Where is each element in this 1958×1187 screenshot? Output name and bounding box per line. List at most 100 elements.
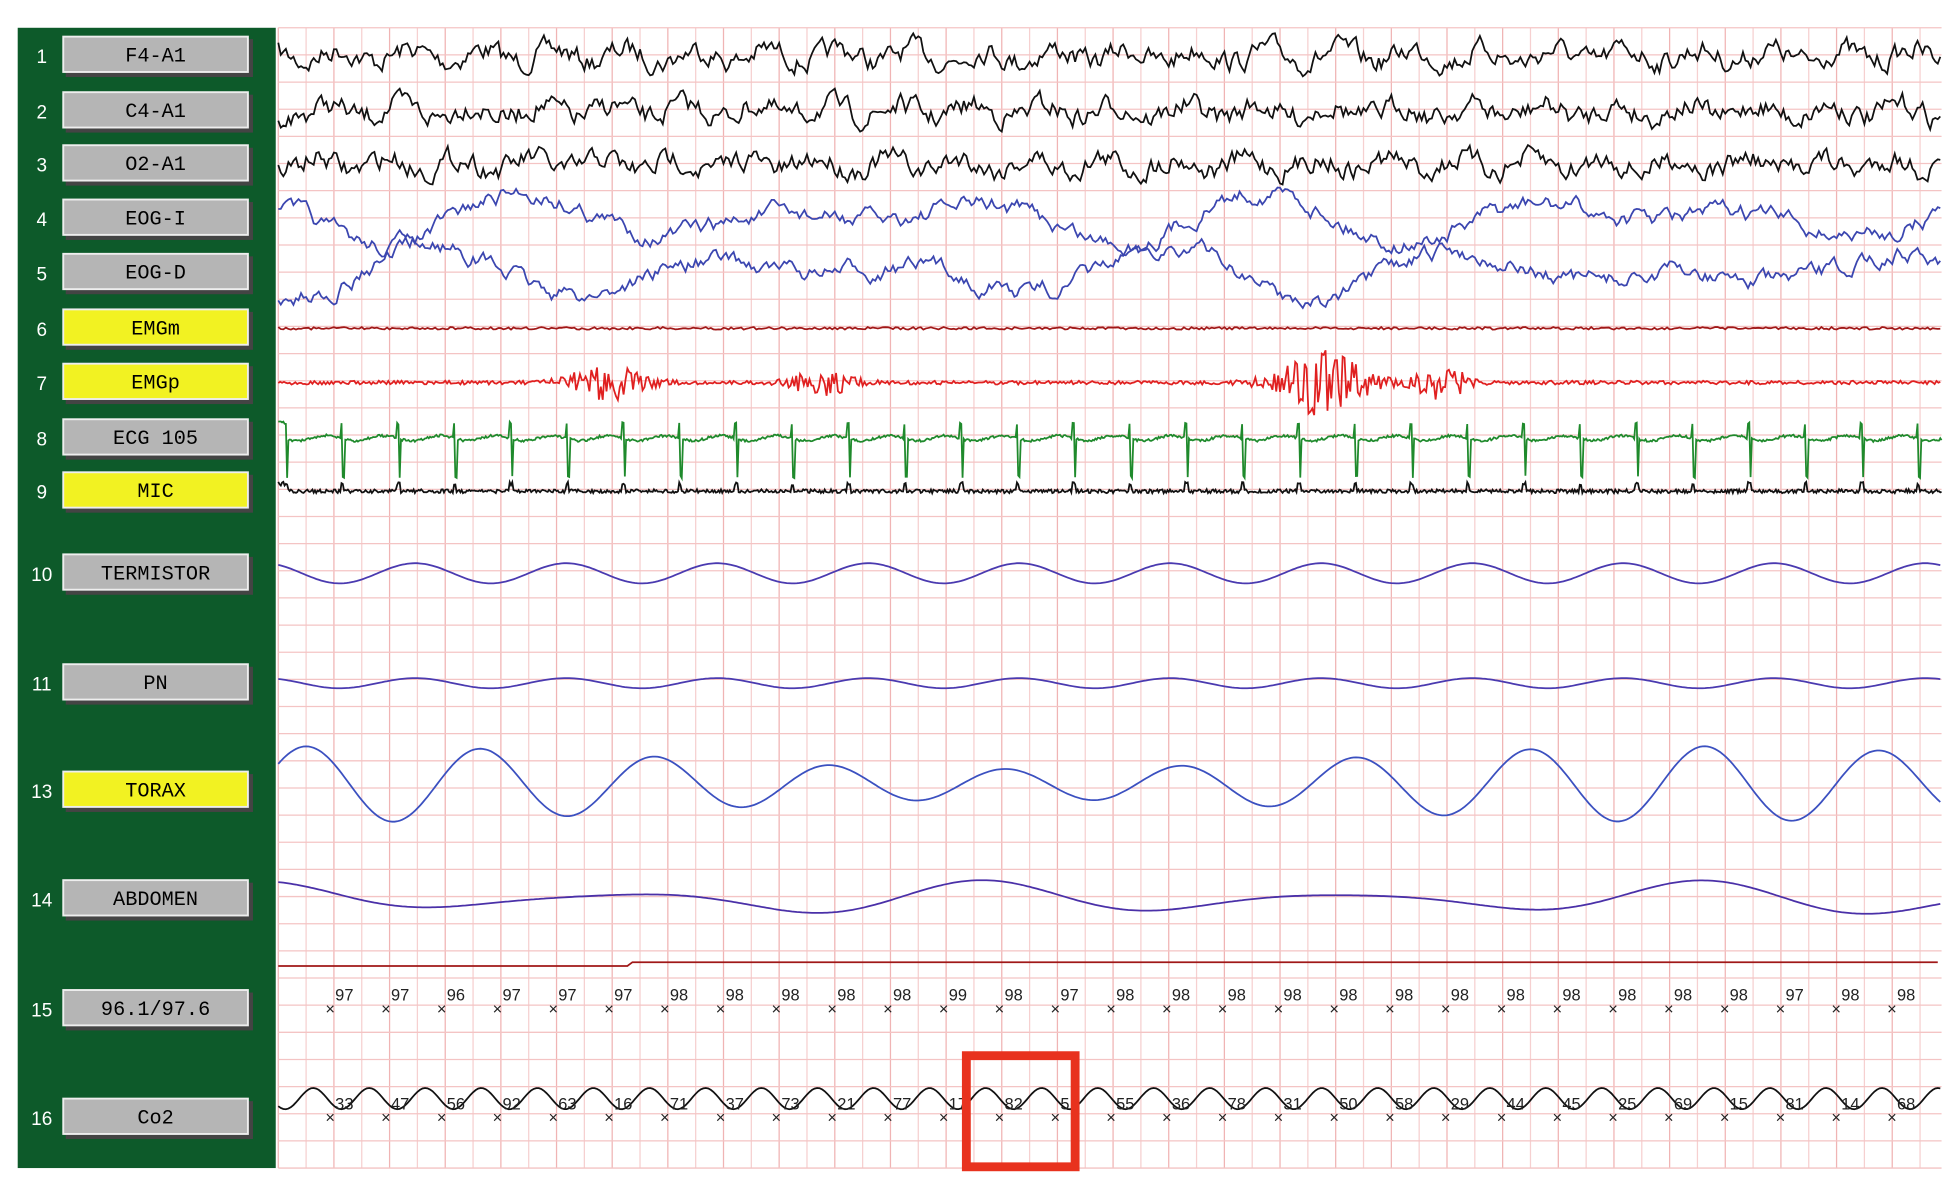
value-label: 69 <box>1674 1095 1692 1113</box>
value-marker: × <box>1608 1109 1618 1127</box>
trace <box>277 1087 1941 1111</box>
trace <box>277 232 1941 310</box>
value-marker: × <box>660 1109 670 1127</box>
value-marker: × <box>1776 1001 1786 1019</box>
trace <box>278 961 1938 967</box>
value-marker: × <box>716 1109 726 1127</box>
trace <box>278 677 1941 690</box>
channel-button[interactable] <box>62 1097 249 1135</box>
value-marker: × <box>437 1109 447 1127</box>
value-marker: × <box>1050 1109 1060 1127</box>
channel-label: O2-A1 <box>125 154 186 177</box>
value-marker: × <box>1664 1109 1674 1127</box>
channel-number: 1 <box>36 47 47 68</box>
channel-button[interactable] <box>62 308 249 346</box>
channel-button[interactable] <box>62 91 249 129</box>
channel-number: 11 <box>32 675 52 696</box>
value-label: 33 <box>335 1095 353 1113</box>
value-label: 58 <box>1395 1095 1413 1113</box>
value-label: 55 <box>1116 1095 1134 1113</box>
value-label: 98 <box>1841 987 1859 1005</box>
value-label: 92 <box>503 1095 521 1113</box>
channel-button[interactable] <box>62 252 249 291</box>
channel-label: EMGm <box>131 318 180 341</box>
value-label: 98 <box>1395 987 1413 1005</box>
value-label: 98 <box>1228 987 1246 1005</box>
trace <box>278 419 1943 482</box>
value-label: 81 <box>1785 1095 1803 1113</box>
value-marker: × <box>437 1001 447 1019</box>
value-label: 98 <box>670 987 688 1005</box>
value-label: 98 <box>1116 987 1134 1005</box>
value-marker: × <box>325 1109 335 1127</box>
channel-number: 13 <box>31 782 52 803</box>
channel-button[interactable] <box>62 879 249 917</box>
value-label: 50 <box>1339 1095 1357 1113</box>
channel-number: 6 <box>36 320 47 341</box>
channel-button[interactable] <box>62 35 249 73</box>
channel-label: C4-A1 <box>125 101 186 124</box>
value-marker: × <box>1831 1001 1841 1019</box>
value-label: 71 <box>670 1095 688 1113</box>
value-marker: × <box>1497 1109 1507 1127</box>
value-label: 98 <box>837 987 855 1005</box>
value-label: 25 <box>1618 1095 1636 1113</box>
channel-label: F4-A1 <box>125 46 186 69</box>
channel-label: ECG 105 <box>113 428 198 451</box>
value-marker: × <box>772 1109 782 1127</box>
channel-button[interactable] <box>62 418 249 456</box>
value-label: 47 <box>391 1095 409 1113</box>
value-label: 98 <box>1618 987 1636 1005</box>
channel-label: MIC <box>137 481 173 504</box>
value-label: 68 <box>1897 1095 1915 1113</box>
channel-button[interactable] <box>62 471 249 509</box>
value-marker: × <box>381 1001 391 1019</box>
value-marker: × <box>493 1001 503 1019</box>
channel-label: ABDOMEN <box>113 889 198 912</box>
value-label: 98 <box>1897 987 1915 1005</box>
channel-button[interactable] <box>62 144 249 182</box>
channel-button[interactable] <box>62 663 249 701</box>
value-marker: × <box>1106 1001 1116 1019</box>
value-label: 14 <box>1841 1095 1859 1113</box>
value-marker: × <box>604 1109 614 1127</box>
value-label: 56 <box>447 1095 465 1113</box>
traces <box>277 31 1943 1111</box>
channel-button[interactable] <box>62 553 249 591</box>
channel-button[interactable] <box>62 362 249 400</box>
trace <box>277 87 1941 134</box>
channel-button[interactable] <box>62 198 249 236</box>
channel-label: Co2 <box>137 1108 173 1131</box>
trace <box>277 143 1941 186</box>
value-marker: × <box>1497 1001 1507 1019</box>
value-marker: × <box>604 1001 614 1019</box>
value-label: 97 <box>335 987 353 1005</box>
channel-number: 14 <box>31 891 52 912</box>
value-marker: × <box>493 1109 503 1127</box>
channel-button[interactable] <box>62 770 249 808</box>
value-label: 97 <box>503 987 521 1005</box>
value-marker: × <box>1887 1109 1897 1127</box>
value-marker: × <box>1274 1001 1284 1019</box>
channel-number: 7 <box>36 374 47 395</box>
value-marker: × <box>1776 1109 1786 1127</box>
value-marker: × <box>1831 1109 1841 1127</box>
channel-button[interactable] <box>62 989 249 1027</box>
value-marker: × <box>1218 1001 1228 1019</box>
value-marker: × <box>1050 1001 1060 1019</box>
value-label: 37 <box>726 1095 744 1113</box>
value-marker: × <box>1720 1109 1730 1127</box>
value-marker: × <box>1329 1109 1339 1127</box>
channel-number: 4 <box>36 210 47 231</box>
channel-number: 16 <box>31 1109 52 1130</box>
value-marker: × <box>1162 1109 1172 1127</box>
channel-label: PN <box>143 673 167 696</box>
value-marker: × <box>772 1001 782 1019</box>
value-marker: × <box>883 1001 893 1019</box>
value-label: 78 <box>1228 1095 1246 1113</box>
channel-number: 8 <box>36 430 47 451</box>
value-marker: × <box>1552 1001 1562 1019</box>
value-label: 98 <box>1451 987 1469 1005</box>
